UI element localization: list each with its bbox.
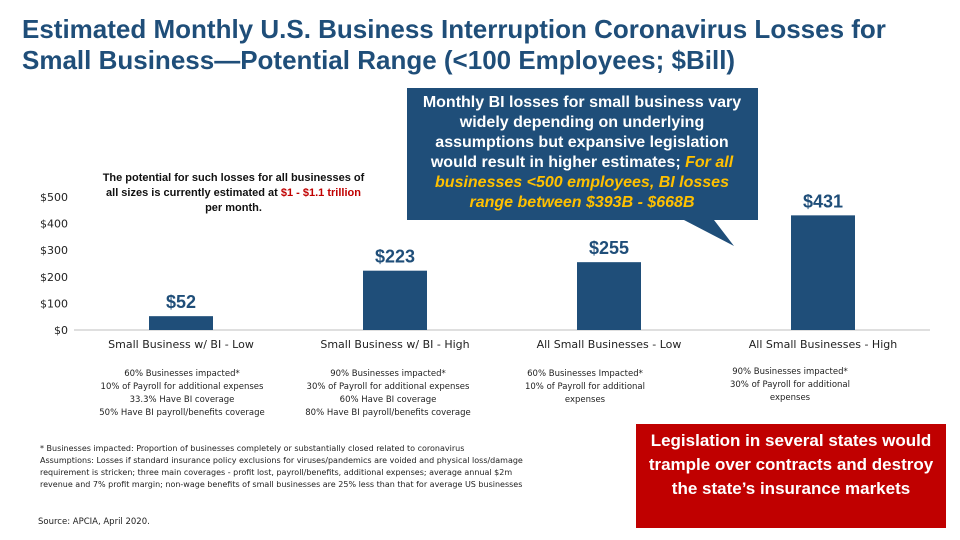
bar [577, 262, 641, 330]
footnote-line: Assumptions: Losses if standard insuranc… [40, 456, 523, 465]
data-label: $223 [375, 247, 415, 267]
bar [363, 270, 427, 330]
description-line: 90% Businesses impacted* [732, 367, 848, 377]
category-description: 90% Businesses impacted* 30% of Payroll … [293, 368, 483, 420]
category-label: All Small Businesses - High [749, 338, 897, 351]
y-tick-label: $500 [40, 191, 68, 204]
bar [791, 215, 855, 330]
source-note: Source: APCIA, April 2020. [38, 517, 150, 527]
bar [149, 316, 213, 330]
footnote: * Businesses impacted: Proportion of bus… [40, 443, 600, 491]
description-line: 80% Have BI payroll/benefits coverage [305, 408, 471, 418]
callout-main-text: Monthly BI losses for small business var… [412, 93, 752, 213]
y-tick-label: $0 [54, 324, 68, 337]
description-line: 60% Businesses impacted* [124, 369, 240, 379]
description-line: 10% of Payroll for additional [524, 382, 645, 392]
category-label: Small Business w/ BI - High [320, 338, 469, 351]
description-line: 30% of Payroll for additional expenses [306, 382, 470, 392]
callout-main-emphasis: For all businesses <500 employees, BI lo… [435, 154, 734, 211]
y-tick-label: $400 [40, 218, 68, 231]
description-line: 30% of Payroll for additional [729, 380, 850, 390]
category-description: 60% Businesses Impacted* 10% of Payroll … [490, 368, 680, 407]
category-label: Small Business w/ BI - Low [108, 338, 254, 351]
description-line: 10% of Payroll for additional expenses [100, 382, 264, 392]
category-description: 60% Businesses impacted* 10% of Payroll … [87, 368, 277, 420]
y-tick-label: $300 [40, 244, 68, 257]
callout-line: The potential for such losses for all bu… [102, 172, 365, 184]
data-label: $255 [589, 238, 629, 258]
y-tick-label: $200 [40, 271, 68, 284]
page-title: Estimated Monthly U.S. Business Interrup… [22, 14, 886, 75]
footnote-line: * Businesses impacted: Proportion of bus… [40, 444, 465, 453]
trillion-estimate-callout: The potential for such losses for all bu… [86, 171, 381, 221]
description-line: 50% Have BI payroll/benefits coverage [99, 408, 265, 418]
y-tick-label: $100 [40, 297, 68, 310]
highlight-range: $1 - $1.1 trillion [280, 187, 361, 199]
legislation-warning-box: Legislation in several states would tram… [636, 424, 946, 528]
data-label: $431 [803, 191, 843, 211]
description-line: expenses [564, 395, 606, 405]
footnote-line: requirement is stricken; three main cove… [40, 468, 513, 477]
callout-line: all sizes is currently estimated at $1 -… [86, 186, 381, 201]
description-line: 33.3% Have BI coverage [129, 395, 235, 405]
description-line: 90% Businesses impacted* [330, 369, 446, 379]
description-line: expenses [769, 393, 811, 403]
speech-bubble-shape [407, 88, 758, 246]
footnote-line: revenue and 7% profit margin; non-wage b… [40, 480, 523, 489]
category-description: 90% Businesses impacted* 30% of Payroll … [695, 366, 885, 405]
description-line: 60% Have BI coverage [339, 395, 437, 405]
callout-line: per month. [205, 202, 262, 214]
callout-main-body: Monthly BI losses for small business var… [422, 94, 742, 171]
category-label: All Small Businesses - Low [537, 338, 682, 351]
callout-text: all sizes is currently estimated at [106, 187, 281, 199]
data-label: $52 [166, 292, 196, 312]
description-line: 60% Businesses Impacted* [527, 369, 643, 379]
